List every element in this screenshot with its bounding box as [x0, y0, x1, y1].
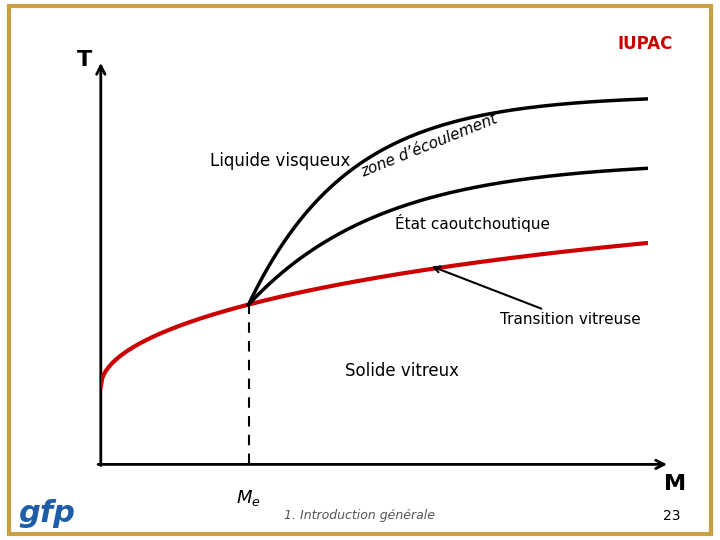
Text: M: M	[665, 474, 686, 494]
Text: gfp: gfp	[18, 498, 75, 528]
Text: zone d’écoulement: zone d’écoulement	[359, 111, 500, 180]
Text: Transition vitreuse: Transition vitreuse	[434, 267, 641, 327]
Text: IUPAC: IUPAC	[618, 35, 673, 53]
Text: 1. Introduction générale: 1. Introduction générale	[284, 509, 436, 522]
Text: T: T	[77, 50, 92, 70]
Text: Solide vitreux: Solide vitreux	[345, 362, 459, 380]
Text: Liquide visqueux: Liquide visqueux	[210, 152, 351, 170]
Text: État caoutchoutique: État caoutchoutique	[395, 214, 550, 232]
Text: $M_e$: $M_e$	[236, 488, 261, 508]
Text: 23: 23	[663, 509, 680, 523]
